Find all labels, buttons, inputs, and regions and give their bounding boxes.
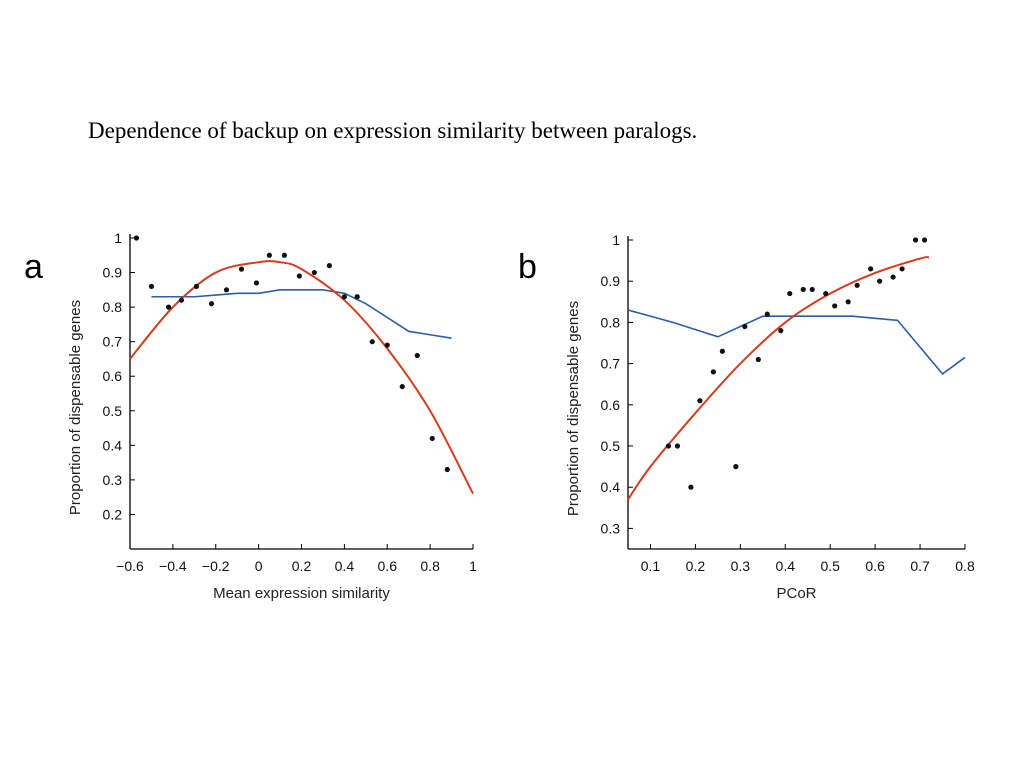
x-tick-label: 0.8 xyxy=(955,558,975,574)
x-tick-label: 0 xyxy=(255,558,263,574)
data-point xyxy=(800,286,806,293)
window-average-line xyxy=(627,309,966,375)
x-tick-label: 0.7 xyxy=(910,558,930,574)
data-point xyxy=(165,304,172,310)
data-point xyxy=(845,299,851,305)
data-point xyxy=(253,280,260,286)
x-tick-label: 0.2 xyxy=(292,558,312,574)
y-tick-label: 0.2 xyxy=(103,506,123,522)
y-tick-label: 0.9 xyxy=(103,265,123,281)
data-point xyxy=(890,274,896,280)
data-point xyxy=(742,323,748,330)
data-point xyxy=(193,283,200,289)
x-tick-label: −0.6 xyxy=(116,558,144,574)
y-tick-label: 0.4 xyxy=(601,479,621,495)
data-point xyxy=(148,283,155,289)
data-point xyxy=(281,252,287,258)
data-point xyxy=(921,237,928,243)
data-point xyxy=(733,464,739,470)
y-tick-label: 0.3 xyxy=(103,472,123,488)
data-point xyxy=(868,266,874,272)
data-point xyxy=(912,237,919,243)
data-point xyxy=(178,297,185,303)
y-tick-label: 0.8 xyxy=(601,314,621,330)
data-point xyxy=(809,286,815,293)
x-tick-label: 0.6 xyxy=(378,558,398,574)
x-tick-label: 1 xyxy=(469,558,477,574)
y-tick-label: 0.8 xyxy=(103,299,123,315)
data-point xyxy=(133,235,140,241)
data-point xyxy=(877,278,883,284)
x-tick-label: 0.1 xyxy=(641,558,661,574)
data-point xyxy=(832,303,838,309)
y-tick-label: 0.5 xyxy=(601,438,621,454)
data-point xyxy=(755,356,761,363)
data-point xyxy=(238,266,245,272)
data-point xyxy=(674,443,681,449)
x-tick-label: −0.4 xyxy=(159,558,187,574)
x-axis-title: PCoR xyxy=(776,585,816,602)
data-point xyxy=(778,328,784,334)
data-point xyxy=(311,269,317,276)
x-tick-label: 0.8 xyxy=(420,558,440,574)
data-point xyxy=(414,352,420,359)
x-tick-label: 0.3 xyxy=(731,558,751,574)
data-point xyxy=(296,273,302,279)
y-tick-label: 0.6 xyxy=(103,368,123,384)
data-point xyxy=(823,290,829,297)
data-point xyxy=(429,435,435,442)
slide-title: Dependence of backup on expression simil… xyxy=(88,118,698,143)
y-tick-label: 0.5 xyxy=(103,403,123,419)
y-tick-label: 0.7 xyxy=(103,334,123,350)
fit-curve xyxy=(129,260,474,495)
y-tick-label: 0.7 xyxy=(601,356,621,372)
y-tick-label: 0.9 xyxy=(601,273,621,289)
x-tick-label: 0.4 xyxy=(335,558,355,574)
data-point xyxy=(354,294,360,300)
data-point xyxy=(665,443,672,449)
data-point xyxy=(719,348,725,354)
window-average-line xyxy=(151,289,452,340)
panel-letter: a xyxy=(24,248,43,286)
data-point xyxy=(399,383,405,390)
data-point xyxy=(764,311,770,317)
y-tick-label: 0.6 xyxy=(601,397,621,413)
data-point xyxy=(326,263,332,269)
x-tick-label: −0.2 xyxy=(202,558,230,574)
y-axis-title: Proportion of dispensable genes xyxy=(565,301,582,516)
data-point xyxy=(266,252,272,258)
y-axis-title: Proportion of dispensable genes xyxy=(67,300,84,515)
y-tick-label: 0.3 xyxy=(601,520,621,536)
data-point xyxy=(899,266,905,272)
data-point xyxy=(223,287,230,293)
data-point xyxy=(697,398,703,404)
data-point xyxy=(787,290,793,297)
x-tick-label: 0.6 xyxy=(865,558,885,574)
data-point xyxy=(341,294,347,300)
data-point xyxy=(444,466,450,473)
fit-curve xyxy=(627,256,930,501)
x-tick-label: 0.4 xyxy=(776,558,796,574)
data-point xyxy=(710,369,716,375)
x-axis-title: Mean expression similarity xyxy=(213,585,390,602)
y-tick-label: 0.4 xyxy=(103,437,123,453)
y-tick-label: 1 xyxy=(612,232,620,248)
x-tick-label: 0.5 xyxy=(820,558,840,574)
x-tick-label: 0.2 xyxy=(686,558,706,574)
data-point xyxy=(384,342,390,348)
data-point xyxy=(208,301,215,307)
data-point xyxy=(854,282,860,288)
panel-letter: b xyxy=(518,248,537,286)
y-tick-label: 1 xyxy=(114,230,122,246)
data-point xyxy=(688,484,694,490)
data-point xyxy=(369,339,375,345)
